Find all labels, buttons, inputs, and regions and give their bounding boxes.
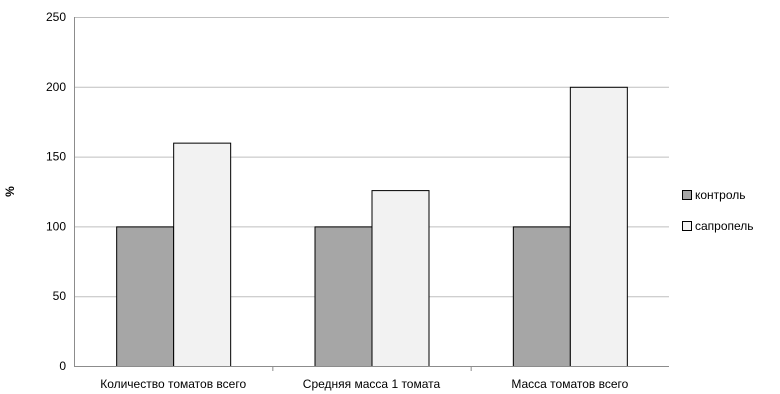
legend: контроль сапропель: [682, 188, 754, 233]
x-tick-label: Масса томатов всего: [511, 377, 628, 391]
y-tick-label: 50: [53, 289, 67, 303]
y-tick-label: 250: [46, 10, 66, 24]
legend-label: сапропель: [695, 219, 754, 233]
x-tick-label: Количество томатов всего: [100, 377, 246, 391]
legend-swatch-контроль: [682, 190, 692, 200]
legend-swatch-сапропель: [682, 221, 692, 231]
y-tick-label: 200: [46, 80, 66, 94]
bar-контроль-1: [314, 226, 373, 367]
y-tick-label: 150: [46, 150, 66, 164]
y-tick-label: 100: [46, 219, 66, 233]
bars: [116, 86, 628, 368]
y-tick-labels: 0 50 100 150 200 250: [46, 10, 66, 373]
y-axis-label: %: [3, 186, 17, 197]
bar-сапропель-0: [173, 142, 232, 367]
x-tick-label: Средняя масса 1 томата: [303, 377, 441, 391]
y-tick-label: 0: [59, 359, 66, 373]
bar-контроль-2: [512, 226, 571, 367]
bar-контроль-0: [116, 226, 175, 367]
bar-сапропель-2: [569, 86, 628, 368]
bar-сапропель-1: [371, 190, 430, 367]
legend-label: контроль: [695, 188, 746, 202]
x-tick-labels: Количество томатов всего Средняя масса 1 …: [100, 366, 629, 391]
